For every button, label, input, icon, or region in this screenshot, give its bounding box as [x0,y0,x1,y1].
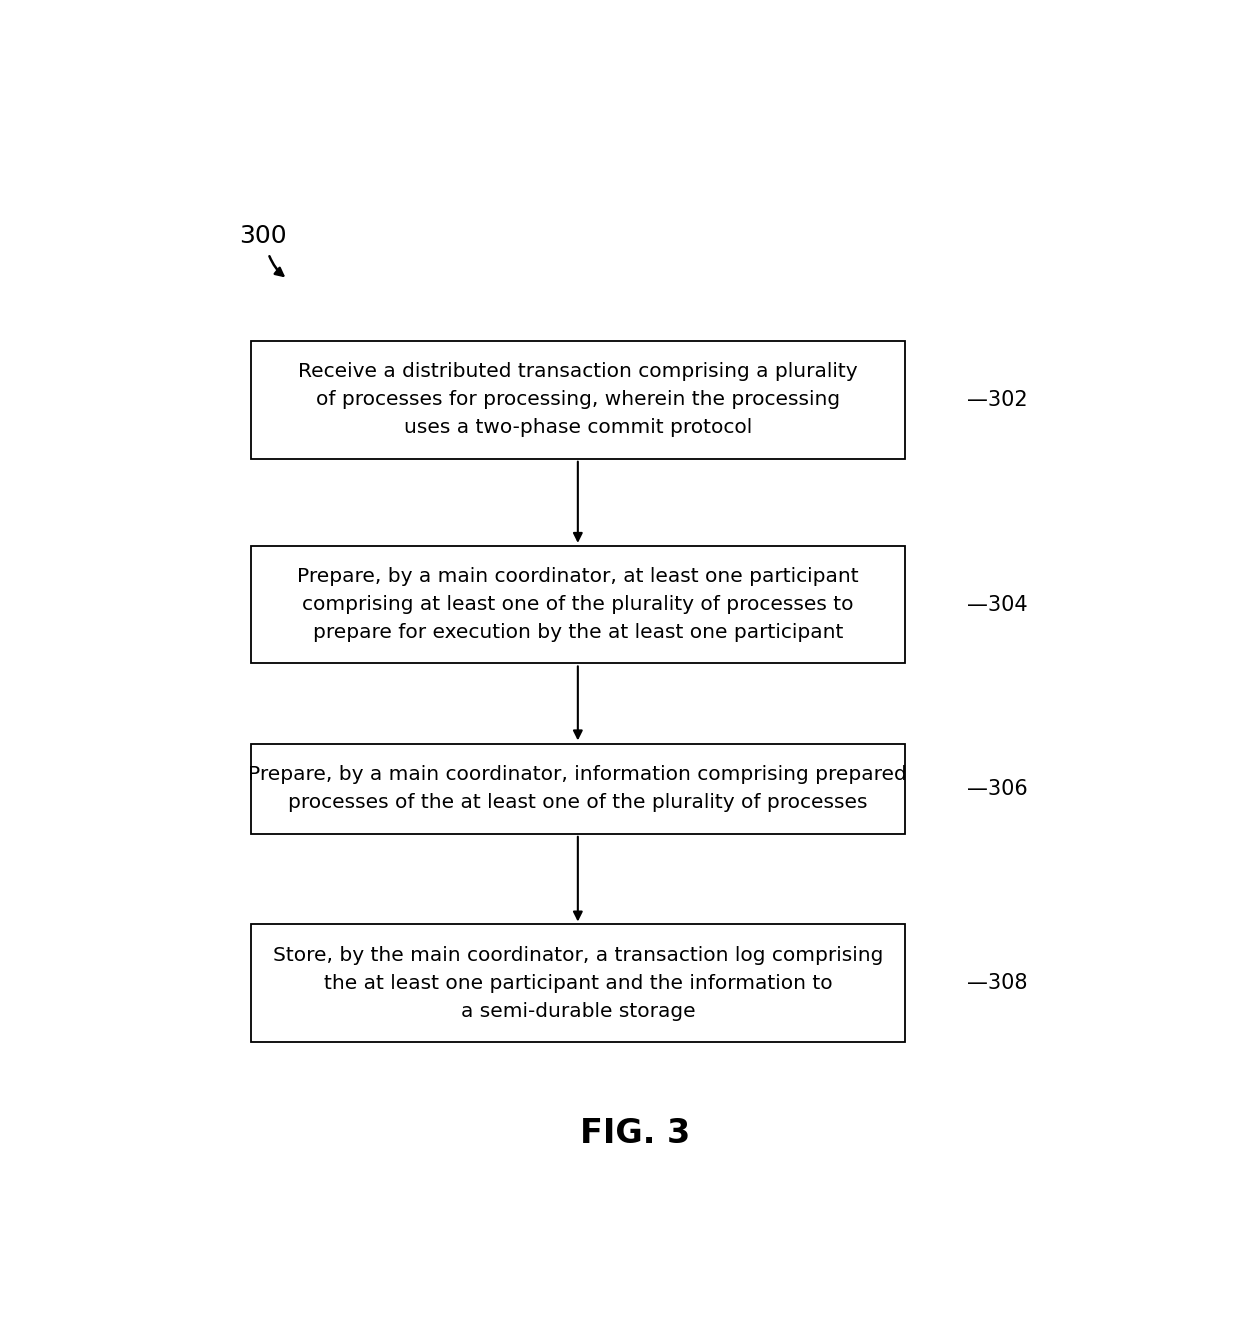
Text: —308: —308 [967,973,1028,993]
Text: Prepare, by a main coordinator, at least one participant
comprising at least one: Prepare, by a main coordinator, at least… [298,567,858,642]
Text: 300: 300 [239,225,286,249]
Bar [250,744,904,833]
Text: —306: —306 [967,779,1028,799]
Text: —304: —304 [967,594,1028,614]
Bar [250,342,904,459]
Text: FIG. 3: FIG. 3 [580,1118,691,1150]
Text: Receive a distributed transaction comprising a plurality
of processes for proces: Receive a distributed transaction compri… [298,363,858,437]
Text: Store, by the main coordinator, a transaction log comprising
the at least one pa: Store, by the main coordinator, a transa… [273,946,883,1021]
Text: Prepare, by a main coordinator, information comprising prepared
processes of the: Prepare, by a main coordinator, informat… [248,766,908,812]
Text: —302: —302 [967,389,1028,409]
Bar [250,546,904,663]
Bar [250,925,904,1042]
